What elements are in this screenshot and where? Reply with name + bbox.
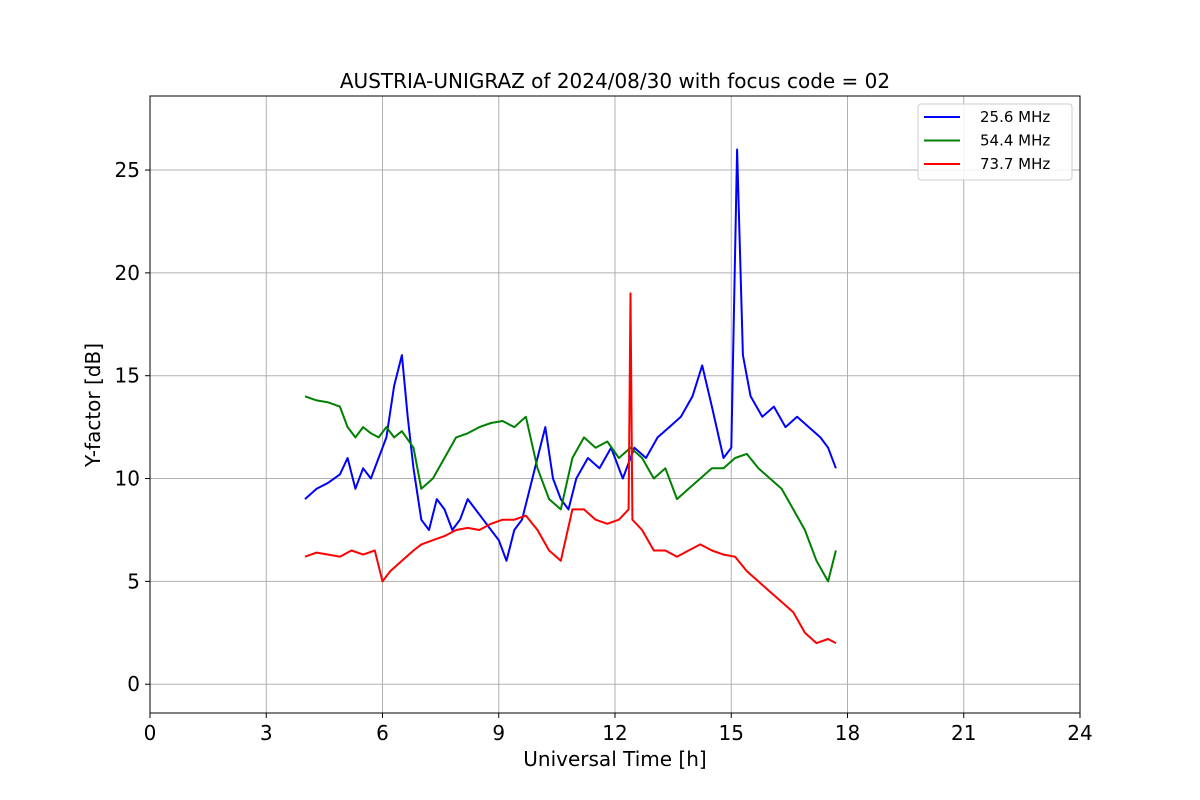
x-tick-label: 9 [492,721,505,745]
y-tick-label: 0 [127,672,140,696]
legend-box [917,103,1073,181]
series-line-0 [304,148,837,562]
x-tick-label: 3 [260,721,273,745]
y-axis-title: Y-factor [dB] [81,343,105,468]
y-tick-label: 20 [115,261,140,285]
y-tick-label: 10 [115,467,140,491]
legend: 25.6 MHz 54.4 MHz 73.7 MHz [917,103,1073,181]
x-tick-label: 12 [602,721,627,745]
series-line-2 [304,292,837,645]
series-layer [304,148,837,645]
y-tick-label: 5 [127,569,140,593]
y-tick-label: 15 [115,364,140,388]
legend-label-1: 54.4 MHz [980,132,1050,150]
legend-label-2: 73.7 MHz [980,155,1050,173]
x-tick-label: 6 [376,721,389,745]
y-ticks: 0 5 10 15 20 25 [115,158,150,696]
y-tick-label: 25 [115,158,140,182]
x-tick-label: 15 [719,721,744,745]
x-tick-label: 18 [835,721,860,745]
x-tick-label: 0 [144,721,157,745]
series-line-1 [304,395,837,583]
chart-title: AUSTRIA-UNIGRAZ of 2024/08/30 with focus… [340,69,890,93]
x-tick-label: 24 [1067,721,1092,745]
x-axis-title: Universal Time [h] [523,747,706,771]
x-tick-label: 21 [951,721,976,745]
legend-label-0: 25.6 MHz [980,108,1050,126]
x-ticks: 0 3 6 9 12 15 18 21 24 [144,713,1093,745]
